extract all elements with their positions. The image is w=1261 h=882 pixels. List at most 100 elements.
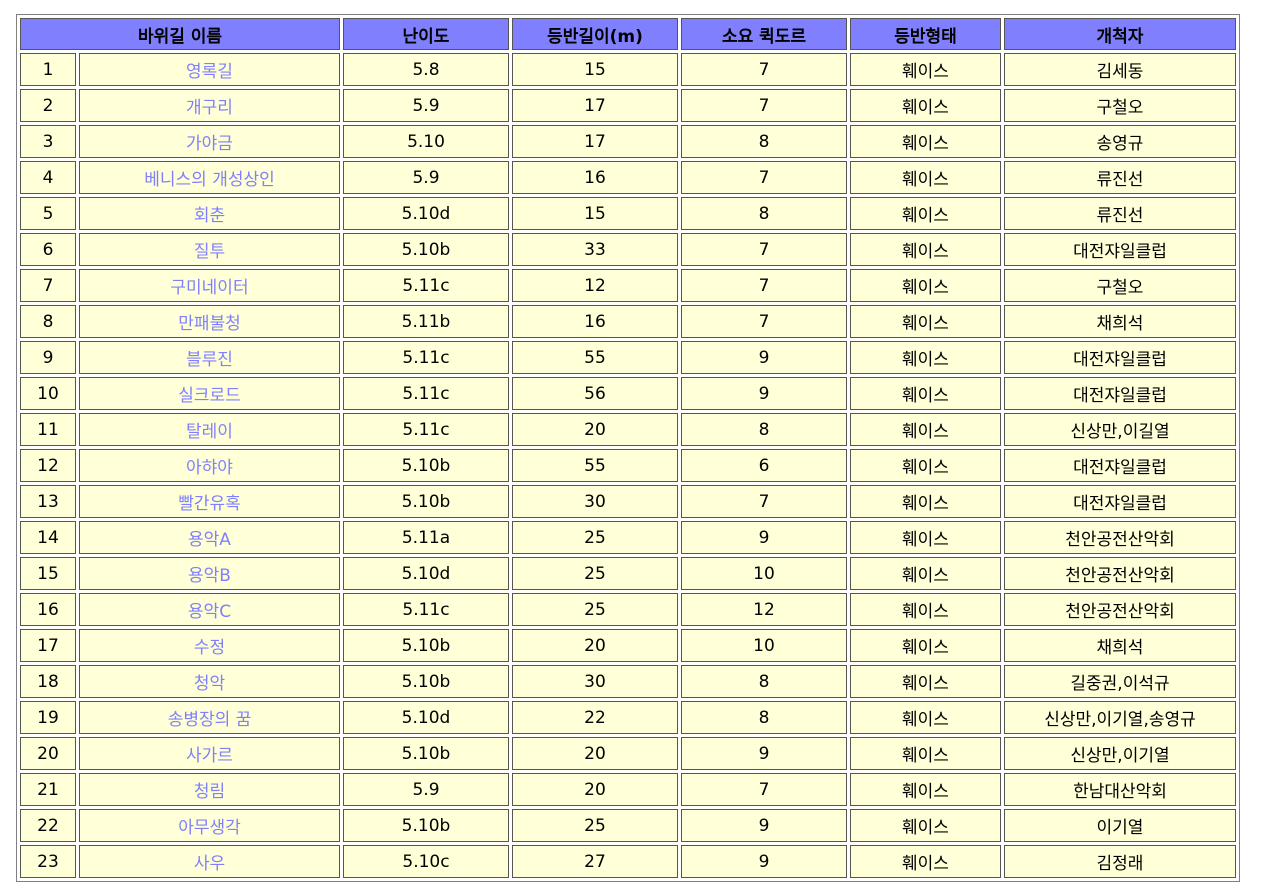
length-cell: 16 (512, 161, 678, 194)
row-number-cell: 15 (20, 557, 76, 590)
table-row: 13 빨간유혹 5.10b 30 7 훼이스 대전쟈일클럽 (20, 485, 1236, 518)
grade-cell: 5.8 (343, 53, 509, 86)
route-link[interactable]: 청악 (193, 674, 226, 694)
route-link[interactable]: 만패불청 (178, 314, 241, 334)
route-link[interactable]: 사우 (193, 854, 226, 874)
route-link[interactable]: 사가르 (186, 746, 233, 766)
climb-type-cell: 훼이스 (850, 593, 1001, 626)
setter-cell: 송영규 (1004, 125, 1236, 158)
route-link[interactable]: 가야금 (186, 134, 233, 154)
route-link[interactable]: 구미네이터 (170, 278, 249, 298)
route-link[interactable]: 빨간유혹 (178, 494, 241, 514)
row-number-cell: 9 (20, 341, 76, 374)
route-link[interactable]: 영록길 (186, 62, 233, 82)
setter-cell: 류진선 (1004, 197, 1236, 230)
climb-type-cell: 훼이스 (850, 305, 1001, 338)
route-link[interactable]: 용악C (187, 602, 232, 622)
route-link[interactable]: 개구리 (186, 98, 233, 118)
setter-cell: 류진선 (1004, 161, 1236, 194)
route-link[interactable]: 용악B (188, 566, 231, 586)
quickdraws-cell: 10 (681, 557, 847, 590)
route-name-cell: 가야금 (79, 125, 340, 158)
setter-cell: 천안공전산악회 (1004, 557, 1236, 590)
route-name-cell: 사우 (79, 845, 340, 878)
setter-cell: 구철오 (1004, 269, 1236, 302)
grade-cell: 5.10c (343, 845, 509, 878)
route-link[interactable]: 수정 (193, 638, 226, 658)
route-name-cell: 용악A (79, 521, 340, 554)
route-link[interactable]: 아무생각 (178, 818, 241, 838)
quickdraws-cell: 9 (681, 377, 847, 410)
setter-cell: 대전쟈일클럽 (1004, 233, 1236, 266)
quickdraws-cell: 8 (681, 701, 847, 734)
route-name-cell: 회춘 (79, 197, 340, 230)
route-name-cell: 청악 (79, 665, 340, 698)
quickdraws-cell: 7 (681, 53, 847, 86)
climb-type-cell: 훼이스 (850, 233, 1001, 266)
length-cell: 25 (512, 809, 678, 842)
route-name-cell: 아햐야 (79, 449, 340, 482)
route-name-cell: 실크로드 (79, 377, 340, 410)
length-cell: 25 (512, 593, 678, 626)
route-name-cell: 용악B (79, 557, 340, 590)
grade-cell: 5.11c (343, 341, 509, 374)
grade-cell: 5.9 (343, 89, 509, 122)
row-number-cell: 1 (20, 53, 76, 86)
table-row: 17 수정 5.10b 20 10 훼이스 채희석 (20, 629, 1236, 662)
table-row: 23 사우 5.10c 27 9 훼이스 김정래 (20, 845, 1236, 878)
route-link[interactable]: 아햐야 (186, 458, 233, 478)
quickdraws-cell: 9 (681, 809, 847, 842)
grade-cell: 5.10b (343, 485, 509, 518)
table-row: 8 만패불청 5.11b 16 7 훼이스 채희석 (20, 305, 1236, 338)
table-row: 14 용악A 5.11a 25 9 훼이스 천안공전산악회 (20, 521, 1236, 554)
setter-cell: 신상만,이기열,송영규 (1004, 701, 1236, 734)
length-cell: 55 (512, 341, 678, 374)
setter-cell: 구철오 (1004, 89, 1236, 122)
length-cell: 17 (512, 89, 678, 122)
route-link[interactable]: 블루진 (186, 350, 233, 370)
quickdraws-cell: 10 (681, 629, 847, 662)
climb-type-cell: 훼이스 (850, 629, 1001, 662)
grade-cell: 5.11b (343, 305, 509, 338)
route-link[interactable]: 탈레이 (186, 422, 233, 442)
grade-cell: 5.10d (343, 197, 509, 230)
route-link[interactable]: 실크로드 (178, 386, 241, 406)
route-name-cell: 구미네이터 (79, 269, 340, 302)
grade-cell: 5.11c (343, 593, 509, 626)
route-link[interactable]: 청림 (193, 782, 226, 802)
grade-cell: 5.10b (343, 737, 509, 770)
length-cell: 30 (512, 485, 678, 518)
grade-cell: 5.10b (343, 629, 509, 662)
table-row: 22 아무생각 5.10b 25 9 훼이스 이기열 (20, 809, 1236, 842)
grade-cell: 5.10b (343, 449, 509, 482)
grade-cell: 5.10b (343, 665, 509, 698)
length-cell: 25 (512, 557, 678, 590)
climb-type-cell: 훼이스 (850, 89, 1001, 122)
table-row: 2 개구리 5.9 17 7 훼이스 구철오 (20, 89, 1236, 122)
route-link[interactable]: 질투 (193, 242, 226, 262)
route-link[interactable]: 용악A (188, 530, 231, 550)
route-name-cell: 수정 (79, 629, 340, 662)
route-name-cell: 송병장의 꿈 (79, 701, 340, 734)
route-link[interactable]: 회춘 (193, 206, 226, 226)
climb-type-cell: 훼이스 (850, 197, 1001, 230)
quickdraws-cell: 12 (681, 593, 847, 626)
route-name-cell: 영록길 (79, 53, 340, 86)
route-link[interactable]: 송병장의 꿈 (167, 710, 252, 730)
setter-cell: 신상만,이기열 (1004, 737, 1236, 770)
row-number-cell: 6 (20, 233, 76, 266)
table-row: 20 사가르 5.10b 20 9 훼이스 신상만,이기열 (20, 737, 1236, 770)
length-cell: 17 (512, 125, 678, 158)
row-number-cell: 7 (20, 269, 76, 302)
grade-cell: 5.11c (343, 413, 509, 446)
length-cell: 15 (512, 53, 678, 86)
length-cell: 12 (512, 269, 678, 302)
climb-type-cell: 훼이스 (850, 125, 1001, 158)
row-number-cell: 12 (20, 449, 76, 482)
climb-type-cell: 훼이스 (850, 737, 1001, 770)
length-cell: 33 (512, 233, 678, 266)
quickdraws-cell: 9 (681, 341, 847, 374)
route-link[interactable]: 베니스의 개성상인 (144, 170, 275, 190)
setter-cell: 대전쟈일클럽 (1004, 449, 1236, 482)
grade-cell: 5.10d (343, 557, 509, 590)
